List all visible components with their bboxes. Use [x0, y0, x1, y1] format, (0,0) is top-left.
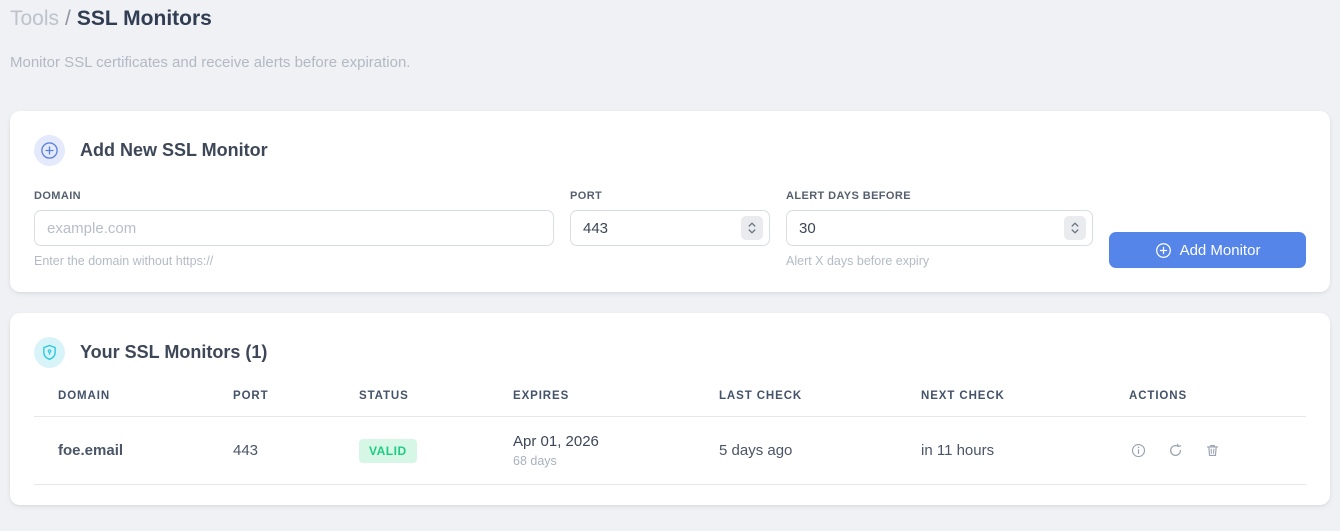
col-header-domain: DOMAIN [34, 390, 233, 417]
domain-label: DOMAIN [34, 190, 82, 202]
port-stepper[interactable] [741, 216, 763, 240]
monitors-card: Your SSL Monitors (1) DOMAIN PORT STATUS… [10, 313, 1330, 505]
port-label: PORT [570, 190, 603, 202]
alert-days-stepper[interactable] [1064, 216, 1086, 240]
cell-port: 443 [233, 416, 359, 485]
alert-days-input[interactable] [786, 210, 1093, 246]
status-badge: VALID [359, 438, 417, 463]
alert-days-field-group: ALERT DAYS BEFORE Alert X days before ex… [786, 190, 1093, 268]
expires-relative: 68 days [513, 454, 557, 468]
col-header-status: STATUS [359, 390, 513, 417]
col-header-last-check: LAST CHECK [719, 390, 921, 417]
col-header-expires: EXPIRES [513, 390, 719, 417]
trash-icon[interactable] [1203, 441, 1222, 460]
cell-actions [1129, 416, 1306, 485]
add-monitor-card-header: Add New SSL Monitor [34, 135, 1306, 166]
monitors-table: DOMAIN PORT STATUS EXPIRES LAST CHECK NE… [34, 390, 1306, 485]
col-header-next-check: NEXT CHECK [921, 390, 1129, 417]
cell-next-check: in 11 hours [921, 416, 1129, 485]
add-monitor-card: Add New SSL Monitor DOMAIN Enter the dom… [10, 111, 1330, 292]
port-input[interactable] [570, 210, 770, 246]
port-field-group: PORT [570, 190, 770, 268]
breadcrumb-separator: / [65, 7, 71, 30]
refresh-icon[interactable] [1166, 441, 1185, 460]
submit-group: Add Monitor [1109, 190, 1306, 268]
col-header-actions: ACTIONS [1129, 390, 1306, 417]
table-row: foe.email 443 VALID Apr 01, 2026 68 days… [34, 416, 1306, 485]
domain-helper-text: Enter the domain without https:// [34, 254, 214, 268]
breadcrumb: Tools / SSL Monitors [10, 6, 1330, 32]
domain-input[interactable] [34, 210, 554, 246]
col-header-port: PORT [233, 390, 359, 417]
cell-last-check: 5 days ago [719, 416, 921, 485]
cell-status: VALID [359, 416, 513, 485]
shield-lock-icon [34, 337, 65, 368]
page-title: SSL Monitors [76, 7, 212, 30]
page-subtitle: Monitor SSL certificates and receive ale… [10, 54, 411, 71]
add-monitor-card-title: Add New SSL Monitor [80, 140, 268, 160]
expires-date: Apr 01, 2026 [513, 433, 599, 450]
monitors-card-header: Your SSL Monitors (1) [10, 337, 1330, 368]
breadcrumb-tools[interactable]: Tools [10, 7, 60, 30]
table-header-row: DOMAIN PORT STATUS EXPIRES LAST CHECK NE… [34, 390, 1306, 417]
add-monitor-form: DOMAIN Enter the domain without https://… [34, 190, 1306, 268]
add-monitor-button[interactable]: Add Monitor [1109, 232, 1306, 268]
cell-domain: foe.email [34, 416, 233, 485]
alert-days-label: ALERT DAYS BEFORE [786, 190, 911, 202]
plus-circle-icon [34, 135, 65, 166]
monitors-card-title: Your SSL Monitors (1) [80, 342, 268, 362]
ssl-monitors-page: Tools / SSL Monitors Monitor SSL certifica… [10, 6, 1330, 505]
add-monitor-button-label: Add Monitor [1179, 241, 1261, 259]
info-icon[interactable] [1129, 441, 1148, 460]
domain-field-group: DOMAIN Enter the domain without https:// [34, 190, 554, 268]
alert-days-helper-text: Alert X days before expiry [786, 254, 930, 268]
cell-expires: Apr 01, 2026 68 days [513, 416, 719, 485]
plus-circle-icon [1155, 242, 1172, 259]
